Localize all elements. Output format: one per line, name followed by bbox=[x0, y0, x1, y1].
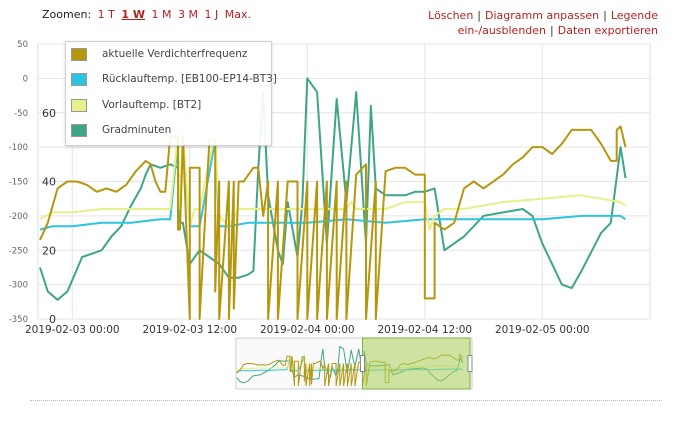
legend-swatch bbox=[71, 72, 87, 86]
y-tick-label-inner: 60 bbox=[42, 107, 56, 120]
zoom-option-1-day[interactable]: 1 T bbox=[97, 8, 115, 21]
y-tick-label-inner: 20 bbox=[42, 244, 56, 257]
separator: | bbox=[550, 24, 554, 37]
toggle-legend-link[interactable]: Legende ein-/ausblenden bbox=[457, 9, 658, 37]
y-tick-label-outer: 0 bbox=[23, 74, 28, 84]
series-line-0 bbox=[39, 125, 627, 320]
separator: | bbox=[477, 9, 482, 22]
export-data-link[interactable]: Daten exportieren bbox=[557, 24, 658, 37]
y-tick-label-outer: -100 bbox=[9, 143, 28, 153]
legend-item-return-temp[interactable]: Rücklauftemp. [EB100-EP14-BT3] bbox=[71, 70, 277, 88]
x-tick-label: 2019-02-04 12:00 bbox=[377, 324, 472, 336]
y-tick-label-inner: 40 bbox=[42, 176, 56, 189]
separator: | bbox=[603, 9, 607, 22]
navigator-handle[interactable] bbox=[467, 355, 473, 372]
zoom-option-1-year[interactable]: 1 J bbox=[204, 8, 219, 21]
legend-item-degree-minutes[interactable]: Gradminuten bbox=[71, 121, 171, 139]
y-tick-label-outer: -250 bbox=[9, 246, 28, 256]
zoom-option-3-months[interactable]: 3 M bbox=[178, 8, 198, 21]
x-tick-label: 2019-02-03 12:00 bbox=[142, 324, 237, 336]
x-tick-label: 2019-02-03 00:00 bbox=[25, 324, 120, 336]
zoom-option-1-month[interactable]: 1 M bbox=[151, 8, 172, 21]
legend-label: aktuelle Verdichterfrequenz bbox=[102, 48, 248, 60]
zoom-bar: Zoomen: 1 T 1 W 1 M 3 M 1 J Max. bbox=[42, 8, 251, 21]
legend-item-flow-temp[interactable]: Vorlauftemp. [BT2] bbox=[71, 96, 201, 114]
legend-swatch bbox=[71, 98, 87, 112]
delete-link[interactable]: Löschen bbox=[428, 9, 474, 22]
zoom-label: Zoomen: bbox=[42, 8, 92, 21]
zoom-option-1-week[interactable]: 1 W bbox=[121, 8, 145, 21]
legend-swatch bbox=[71, 123, 87, 137]
legend-label: Gradminuten bbox=[102, 124, 172, 136]
x-tick-label: 2019-02-05 00:00 bbox=[495, 324, 590, 336]
navigator-selection[interactable] bbox=[361, 337, 471, 390]
y-tick-label-outer: -200 bbox=[9, 212, 28, 222]
fit-chart-link[interactable]: Diagramm anpassen bbox=[485, 9, 600, 22]
y-tick-label-outer: -150 bbox=[9, 178, 28, 188]
navigator-handle[interactable] bbox=[359, 355, 365, 372]
legend-label: Rücklauftemp. [EB100-EP14-BT3] bbox=[102, 73, 277, 85]
legend-item-compressor[interactable]: aktuelle Verdichterfrequenz bbox=[71, 45, 247, 63]
legend-label: Vorlauftemp. [BT2] bbox=[102, 99, 202, 111]
chart-actions: Löschen | Diagramm anpassen | Legende ein-/a… bbox=[298, 8, 658, 38]
y-tick-label-outer: -350 bbox=[9, 315, 28, 325]
footer-divider bbox=[30, 400, 662, 401]
chart-legend: aktuelle Verdichterfrequenz Rücklauftemp… bbox=[65, 41, 277, 146]
x-tick-label: 2019-02-04 00:00 bbox=[260, 324, 355, 336]
y-tick-label-outer: 50 bbox=[17, 40, 28, 50]
y-tick-label-outer: -300 bbox=[9, 281, 28, 291]
y-tick-label-inner: 0 bbox=[49, 313, 56, 326]
y-tick-label-outer: -50 bbox=[14, 109, 28, 119]
zoom-option-max[interactable]: Max. bbox=[224, 8, 251, 21]
legend-swatch bbox=[71, 47, 87, 61]
